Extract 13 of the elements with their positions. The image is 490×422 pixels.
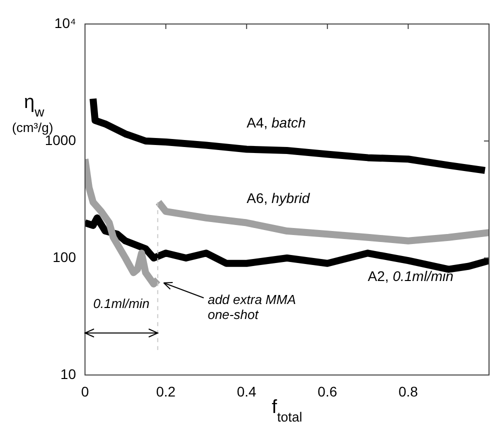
x-tick-label: 0.8: [398, 383, 418, 400]
annotation: add extra MMA one-shot: [208, 292, 296, 322]
annotation: 0.1ml/min: [93, 296, 150, 311]
x-tick-label: 0.6: [318, 383, 338, 400]
y-tick-label: 10⁴: [54, 14, 76, 31]
series-label: A2, 0.1ml/min: [368, 268, 454, 284]
y-tick-label: 100: [52, 248, 76, 265]
x-tick-label: 0.2: [156, 383, 176, 400]
series-label: A6, hybrid: [246, 190, 311, 206]
series-label: A4, batch: [246, 114, 306, 130]
x-tick-label: 0: [81, 383, 90, 400]
x-tick-label: 0.4: [236, 383, 257, 400]
y-tick-label: 10: [60, 366, 76, 382]
